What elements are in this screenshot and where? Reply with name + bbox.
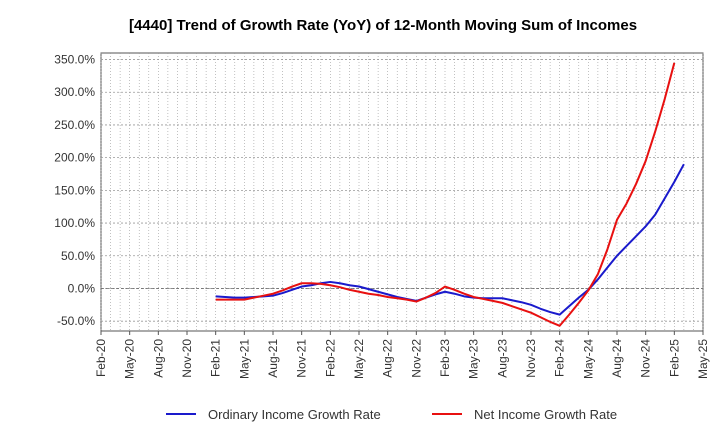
y-tick-label: 50.0% xyxy=(61,249,95,263)
chart-title: [4440] Trend of Growth Rate (YoY) of 12-… xyxy=(129,17,637,34)
x-tick-label: Nov-20 xyxy=(180,339,194,378)
x-tick-label: Feb-23 xyxy=(438,339,452,377)
x-tick-label: Aug-21 xyxy=(266,339,280,378)
y-tick-label: 200.0% xyxy=(54,151,95,165)
y-tick-label: 350.0% xyxy=(54,53,95,67)
x-tick-label: May-20 xyxy=(123,339,137,379)
series xyxy=(215,62,685,327)
legend-label-ordinary: Ordinary Income Growth Rate xyxy=(208,407,381,422)
x-tick-label: Aug-20 xyxy=(151,339,165,378)
x-tick-label: Feb-25 xyxy=(667,339,681,377)
y-tick-label: 250.0% xyxy=(54,118,95,132)
x-tick-label: Nov-24 xyxy=(639,339,653,378)
x-tick-label: May-24 xyxy=(581,339,595,379)
x-tick-label: Feb-24 xyxy=(553,339,567,377)
y-tick-label: 150.0% xyxy=(54,183,95,197)
axes: 350.0% 300.0% 250.0% 200.0% 150.0% 100.0% 50.0… xyxy=(54,53,710,379)
grid xyxy=(100,52,704,332)
y-tick-label: -50.0% xyxy=(57,314,95,328)
x-tick-label: Nov-23 xyxy=(524,339,538,378)
ordinary-income-series-line xyxy=(215,163,685,316)
x-tick-label: May-25 xyxy=(696,339,710,379)
x-tick-label: May-21 xyxy=(237,339,251,379)
x-tick-label: May-22 xyxy=(352,339,366,379)
x-tick-label: Aug-24 xyxy=(610,339,624,378)
legend: Ordinary Income Growth Rate Net Income Gr… xyxy=(166,407,617,422)
x-tick-label: Feb-21 xyxy=(209,339,223,377)
y-tick-label: 300.0% xyxy=(54,85,95,99)
y-tick-label: 0.0% xyxy=(68,281,96,295)
x-tick-label: Nov-22 xyxy=(409,339,423,378)
x-tick-label: Aug-23 xyxy=(495,339,509,378)
x-tick-label: May-23 xyxy=(467,339,481,379)
y-tick-label: 100.0% xyxy=(54,216,95,230)
x-tick-label: Feb-22 xyxy=(323,339,337,377)
plot-area xyxy=(100,52,704,332)
net-income-series-line xyxy=(215,62,676,327)
x-tick-label: Feb-20 xyxy=(94,339,108,377)
x-tick-label: Nov-21 xyxy=(295,339,309,378)
x-tick-label: Aug-22 xyxy=(381,339,395,378)
legend-label-net: Net Income Growth Rate xyxy=(474,407,617,422)
